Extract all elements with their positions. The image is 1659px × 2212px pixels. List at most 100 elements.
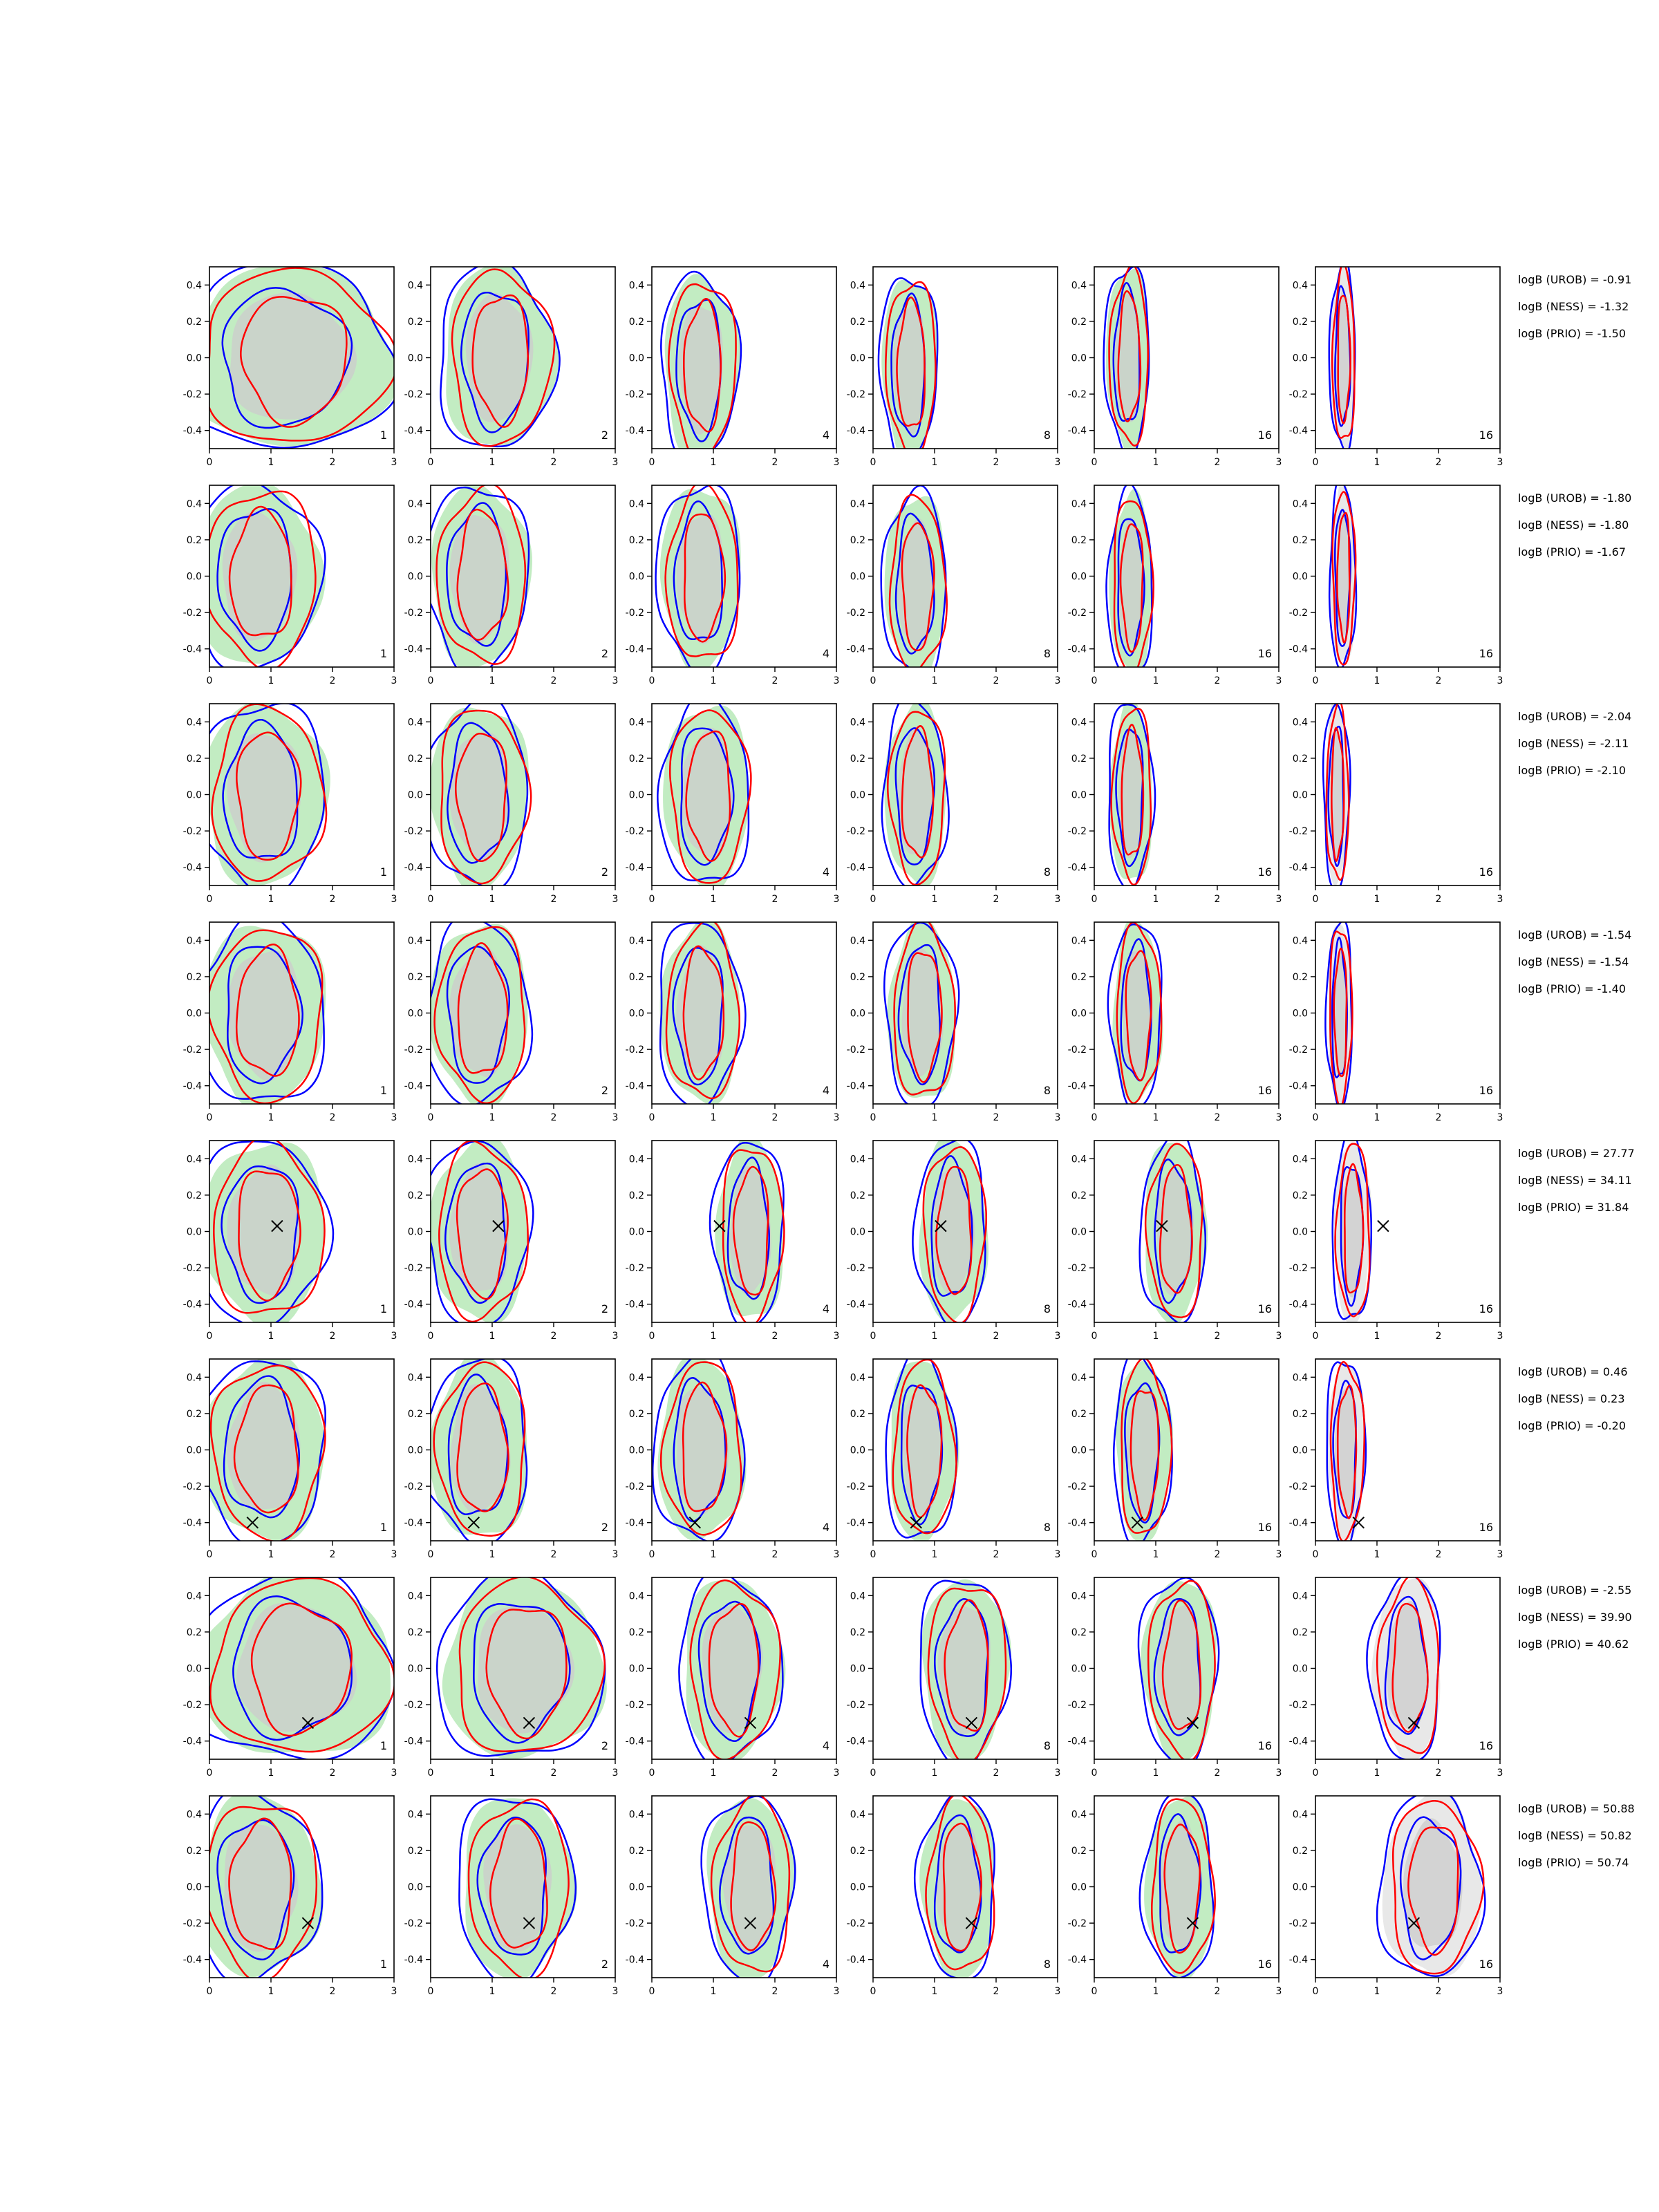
panel-r4-c5: -0.4 -0.2 0.0 0.2 0.4 0 1 2 3 16 bbox=[1068, 921, 1282, 1123]
red-inner-contour bbox=[684, 513, 727, 643]
red-outer-contour bbox=[451, 268, 556, 447]
y-tick-label: -0.2 bbox=[1068, 1481, 1087, 1492]
blue-outer-contour bbox=[435, 1577, 606, 1757]
contours bbox=[209, 704, 330, 885]
y-tick-label: -0.2 bbox=[404, 826, 423, 837]
x-tick-label: 1 bbox=[1153, 1768, 1159, 1779]
y-tick-label: 0.4 bbox=[629, 1591, 644, 1602]
x-marker bbox=[301, 1917, 315, 1929]
red-inner-contour bbox=[708, 1603, 760, 1738]
panel-r6-c2: -0.4 -0.2 0.0 0.2 0.4 0 1 2 3 2 bbox=[404, 1358, 618, 1560]
red-inner-contour bbox=[456, 1168, 509, 1300]
y-tick-label: 0.2 bbox=[1071, 972, 1087, 983]
blue-inner-contour bbox=[675, 299, 722, 442]
x-tick-label: 0 bbox=[649, 457, 655, 468]
contours bbox=[1376, 1796, 1486, 1978]
y-tick-label: 0.2 bbox=[629, 753, 644, 765]
y-tick-label: -0.4 bbox=[626, 863, 644, 874]
blue-outer-contour bbox=[885, 1359, 958, 1539]
y-tick-label: 0.2 bbox=[850, 1190, 865, 1201]
x-tick-label: 1 bbox=[489, 1112, 496, 1123]
y-tick-label: 0.2 bbox=[850, 535, 865, 546]
blue-inner-contour bbox=[473, 1602, 571, 1744]
red-inner-contour bbox=[228, 505, 292, 637]
y-tick-label: 0.2 bbox=[1293, 972, 1308, 983]
y-tick-label: -0.2 bbox=[1289, 389, 1308, 400]
red-outer-contour bbox=[435, 485, 527, 665]
red-inner-contour bbox=[456, 508, 509, 641]
y-tick-label: 0.4 bbox=[1071, 717, 1087, 728]
x-tick-label: 3 bbox=[1497, 1112, 1503, 1123]
y-tick-label: -0.2 bbox=[183, 1044, 202, 1056]
x-tick-label: 1 bbox=[268, 457, 274, 468]
y-tick-label: 0.0 bbox=[1293, 353, 1308, 364]
contours bbox=[660, 270, 742, 449]
red-outer-contour bbox=[211, 704, 328, 882]
x-tick-label: 0 bbox=[1313, 894, 1319, 905]
x-tick-label: 1 bbox=[711, 1768, 717, 1779]
x-tick-label: 0 bbox=[207, 457, 213, 468]
x-tick-label: 1 bbox=[268, 1986, 274, 1997]
y-tick-label: 0.2 bbox=[408, 1846, 423, 1857]
y-tick-label: -0.2 bbox=[1068, 826, 1087, 837]
x-tick-label: 3 bbox=[834, 457, 840, 468]
y-tick-label: -0.4 bbox=[404, 1518, 423, 1529]
x-tick-label: 0 bbox=[1313, 1768, 1319, 1779]
red-outer-contour bbox=[665, 922, 741, 1100]
x-tick-label: 3 bbox=[834, 1986, 840, 1997]
red-inner-contour bbox=[238, 1170, 301, 1302]
x-tick-label: 1 bbox=[1153, 894, 1159, 905]
y-tick-label: 0.2 bbox=[629, 1627, 644, 1638]
y-tick-label: 0.4 bbox=[408, 1154, 423, 1165]
logb-annotation: logB (UROB) = -1.80 bbox=[1518, 491, 1631, 505]
y-tick-label: 0.0 bbox=[1293, 1664, 1308, 1675]
y-tick-label: 0.4 bbox=[629, 1154, 644, 1165]
x-marker bbox=[1407, 1917, 1421, 1929]
x-tick-label: 0 bbox=[1091, 894, 1098, 905]
x-tick-label: 1 bbox=[711, 1331, 717, 1342]
contours bbox=[1138, 1796, 1216, 1978]
blue-inner-contour bbox=[1399, 1816, 1462, 1960]
panel-r5-c6: -0.4 -0.2 0.0 0.2 0.4 0 1 2 3 16 bbox=[1289, 1140, 1503, 1342]
filled-inner-region bbox=[227, 950, 301, 1081]
red-inner-contour bbox=[489, 1817, 548, 1949]
contours bbox=[1138, 1141, 1208, 1322]
y-tick-label: 0.2 bbox=[629, 1846, 644, 1857]
contours bbox=[209, 1359, 327, 1541]
red-inner-contour bbox=[1125, 950, 1152, 1082]
x-tick-label: 1 bbox=[1153, 457, 1159, 468]
red-outer-contour bbox=[213, 1141, 326, 1314]
x-tick-label: 3 bbox=[1276, 1112, 1282, 1123]
y-tick-label: 0.0 bbox=[1293, 1445, 1308, 1456]
blue-inner-contour bbox=[223, 1375, 300, 1519]
red-inner-contour bbox=[901, 522, 935, 652]
x-tick-label: 1 bbox=[1374, 675, 1380, 686]
x-tick-label: 2 bbox=[1436, 1331, 1442, 1342]
x-tick-label: 2 bbox=[330, 675, 336, 686]
panel-corner-label: 16 bbox=[1479, 1739, 1493, 1752]
y-tick-label: 0.0 bbox=[408, 1882, 423, 1893]
x-tick-label: 2 bbox=[551, 1112, 557, 1123]
y-tick-label: -0.4 bbox=[626, 1518, 644, 1529]
red-outer-contour bbox=[440, 709, 532, 885]
red-outer-contour bbox=[892, 1359, 957, 1535]
x-tick-label: 2 bbox=[993, 675, 1000, 686]
logb-annotation: logB (PRIO) = -2.10 bbox=[1518, 764, 1626, 777]
y-tick-label: -0.4 bbox=[847, 1300, 865, 1311]
y-tick-label: 0.0 bbox=[629, 572, 644, 583]
x-tick-label: 0 bbox=[207, 1549, 213, 1560]
y-tick-label: 0.2 bbox=[408, 1190, 423, 1201]
x-tick-label: 0 bbox=[870, 894, 877, 905]
contours bbox=[1324, 922, 1354, 1104]
x-tick-label: 1 bbox=[711, 675, 717, 686]
y-tick-label: -0.2 bbox=[847, 826, 865, 837]
y-tick-label: -0.4 bbox=[626, 1955, 644, 1966]
x-tick-label: 0 bbox=[1313, 1549, 1319, 1560]
x-tick-label: 0 bbox=[870, 1768, 877, 1779]
x-tick-label: 2 bbox=[1436, 1986, 1442, 1997]
red-outer-contour bbox=[1116, 922, 1163, 1104]
logb-annotation: logB (UROB) = 0.46 bbox=[1518, 1365, 1628, 1378]
red-outer-contour bbox=[710, 1796, 791, 1973]
panel-corner-label: 2 bbox=[601, 647, 608, 660]
red-inner-contour bbox=[685, 730, 731, 862]
